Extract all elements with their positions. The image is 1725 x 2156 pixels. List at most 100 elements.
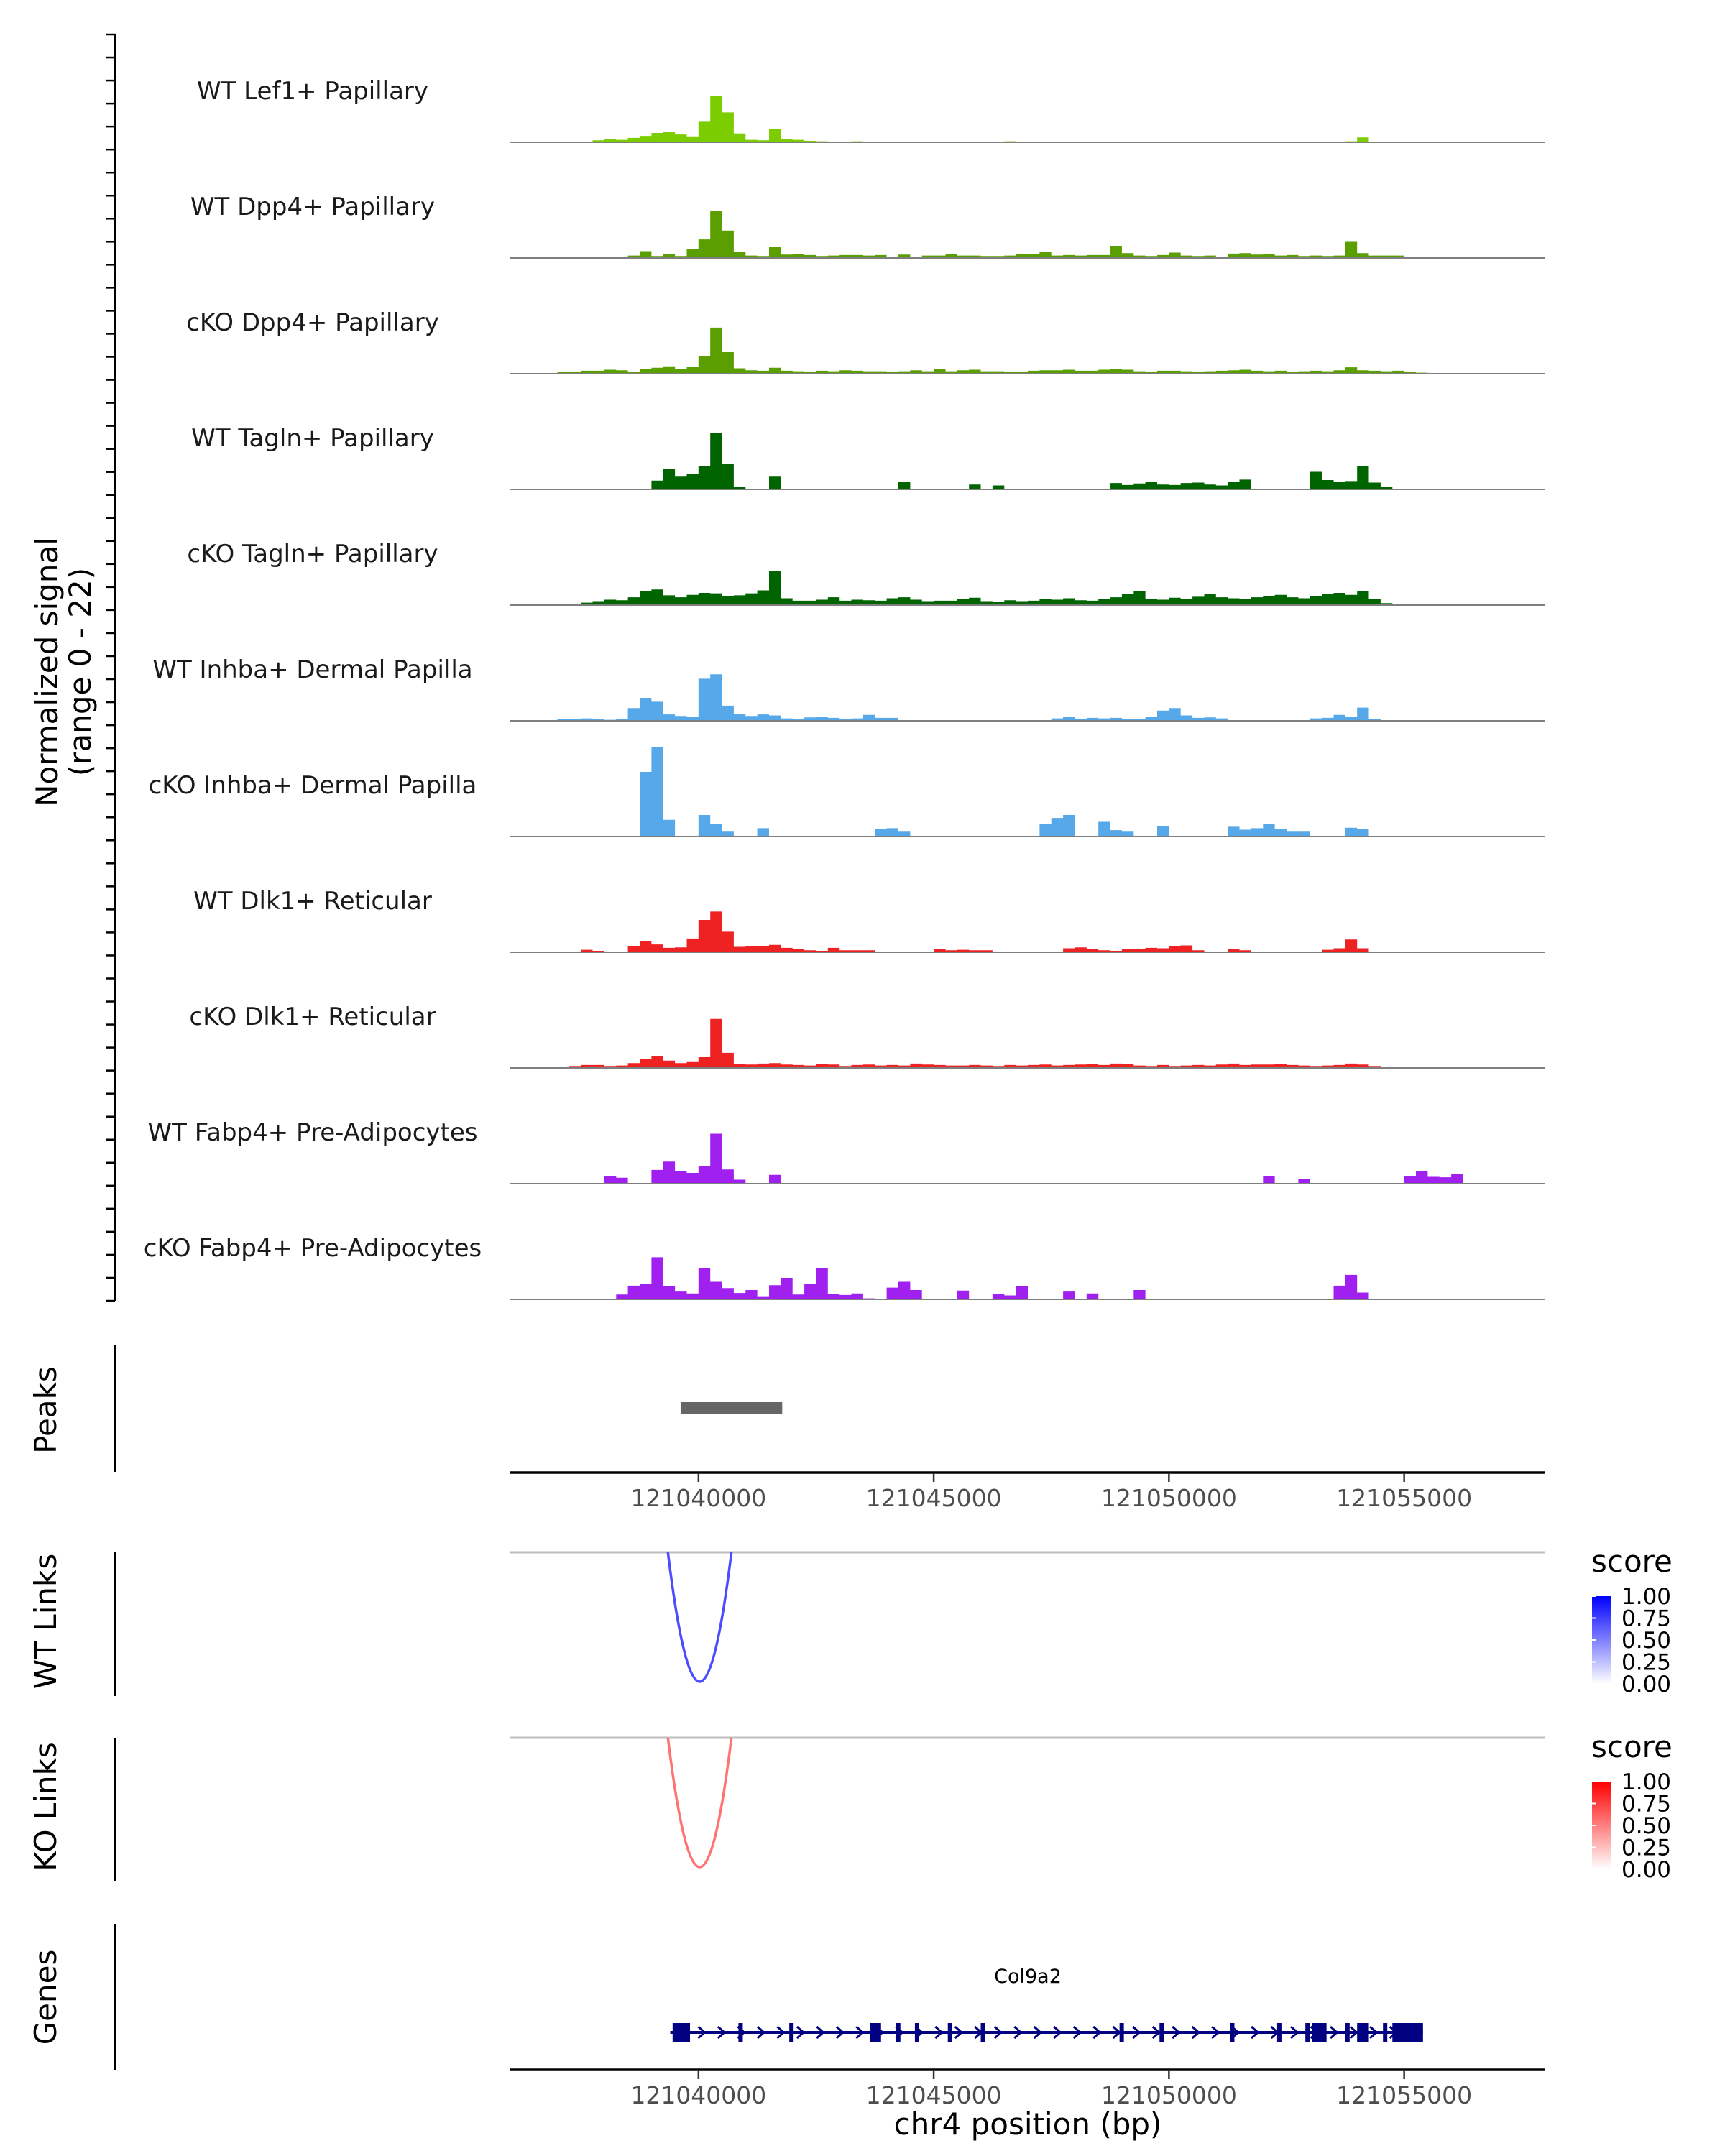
links-legend-tick-label: 0.75 xyxy=(1622,1606,1671,1632)
gene-exon xyxy=(1119,2023,1124,2042)
coverage-track: WT Dlk1+ Reticular xyxy=(193,887,1558,953)
links-legend-tick-label: 1.00 xyxy=(1622,1584,1671,1610)
coverage-area xyxy=(510,911,1558,952)
gene-strand-arrow xyxy=(776,2025,786,2040)
gene-exon xyxy=(870,2023,881,2042)
coverage-track: WT Lef1+ Papillary xyxy=(197,77,1569,143)
links-panel: WT Links score 1.000.750.500.250.00 xyxy=(28,1544,1673,1697)
coverage-track-label: cKO Dpp4+ Papillary xyxy=(186,308,439,337)
links-label: WT Links xyxy=(28,1554,63,1689)
coverage-panel: Normalized signal(range 0 - 22) WT Lef1+ … xyxy=(29,33,1569,1302)
gene-exon xyxy=(947,2023,952,2042)
coverage-track-label: WT Dpp4+ Papillary xyxy=(190,193,435,221)
gene-strand-arrow xyxy=(1151,2025,1161,2040)
coverage-area xyxy=(510,674,1558,721)
coverage-area xyxy=(510,327,1558,374)
coverage-track: cKO Fabp4+ Pre-Adipocytes xyxy=(144,1234,1558,1300)
peaks-panel: Peaks 121040000 121045000 121050000 12105500… xyxy=(28,1345,1545,1512)
coverage-track: WT Tagln+ Papillary xyxy=(191,424,1558,490)
coverage-track-label: WT Lef1+ Papillary xyxy=(197,77,428,106)
links-legend-tick-label: 0.50 xyxy=(1622,1628,1671,1654)
gene-strand-arrow xyxy=(993,2025,1003,2040)
genes-x-tick-label: 121055000 xyxy=(1336,2081,1472,2109)
links-panel: KO Links score 1.000.750.500.250.00 xyxy=(28,1729,1673,1883)
gene-strand-arrow xyxy=(697,2025,707,2040)
gene-strand-arrow xyxy=(1191,2025,1200,2040)
coverage-track: WT Inhba+ Dermal Papilla xyxy=(152,655,1558,722)
coverage-track: WT Fabp4+ Pre-Adipocytes xyxy=(148,1118,1558,1184)
peaks-x-tick-label: 121050000 xyxy=(1101,1484,1237,1512)
links-legend-title: score xyxy=(1591,1544,1673,1579)
coverage-track-label: cKO Inhba+ Dermal Papilla xyxy=(149,771,477,800)
peak-region-bar xyxy=(680,1402,783,1414)
coverage-track: cKO Tagln+ Papillary xyxy=(187,540,1558,606)
peaks-x-tick-label: 121045000 xyxy=(866,1484,1002,1512)
gene-strand-arrow xyxy=(1251,2025,1260,2040)
coverage-area xyxy=(510,1257,1558,1299)
gene-exon xyxy=(1345,2023,1350,2042)
coverage-area xyxy=(510,1133,1558,1184)
coverage-track: cKO Dlk1+ Reticular xyxy=(189,1003,1558,1069)
gene-strand-arrow xyxy=(934,2025,944,2040)
peaks-x-tick-label: 121055000 xyxy=(1336,1484,1472,1512)
links-legend-tick-label: 0.50 xyxy=(1622,1813,1671,1839)
gene-strand-arrow xyxy=(1172,2025,1181,2040)
gene-strand-arrow xyxy=(1092,2025,1102,2040)
genes-x-tick-label: 121050000 xyxy=(1101,2081,1237,2109)
coverage-track-label: WT Dlk1+ Reticular xyxy=(193,887,432,916)
gene-strand-arrow xyxy=(1013,2025,1023,2040)
gene-strand-arrow xyxy=(756,2025,766,2040)
links-label: KO Links xyxy=(28,1742,63,1871)
gene-exon xyxy=(980,2023,985,2042)
genes-x-tick-label: 121040000 xyxy=(630,2081,766,2109)
gene-strand-arrow xyxy=(816,2025,825,2040)
link-arc xyxy=(666,1737,733,1869)
coverage-track: cKO Dpp4+ Papillary xyxy=(186,308,1558,374)
coverage-area xyxy=(510,96,1569,142)
gene-strand-arrow xyxy=(796,2025,806,2040)
gene-strand-arrow xyxy=(1072,2025,1082,2040)
links-legend-title: score xyxy=(1591,1729,1673,1764)
gene-strand-arrow xyxy=(1053,2025,1062,2040)
coverage-area xyxy=(510,571,1558,605)
links-legend-tick-label: 0.25 xyxy=(1622,1650,1671,1676)
coverage-track-label: WT Inhba+ Dermal Papilla xyxy=(152,655,472,684)
peaks-label: Peaks xyxy=(28,1366,63,1454)
gene-strand-arrow xyxy=(1033,2025,1043,2040)
coverage-y-axis-title: Normalized signal xyxy=(29,537,65,807)
coverage-track: WT Dpp4+ Papillary xyxy=(190,193,1558,259)
gene-exon xyxy=(1383,2023,1388,2042)
gene-strand-arrow xyxy=(855,2025,865,2040)
links-legend-tick-label: 0.25 xyxy=(1622,1835,1671,1861)
gene-exon xyxy=(1392,2023,1423,2042)
link-arc xyxy=(666,1552,733,1683)
links-legend-tick-label: 0.00 xyxy=(1622,1672,1671,1697)
gene-strand-arrow xyxy=(1349,2025,1358,2040)
gene-exon xyxy=(738,2023,743,2042)
coverage-area xyxy=(510,1018,1558,1068)
genes-panel: Genes Col9a2 121040000 121045000 121050000 12… xyxy=(28,1924,1545,2142)
links-legend-tick-label: 0.75 xyxy=(1622,1792,1671,1818)
coverage-track-label: WT Tagln+ Papillary xyxy=(191,424,434,453)
coverage-y-axis-range: (range 0 - 22) xyxy=(63,568,98,776)
gene-exon xyxy=(896,2023,901,2042)
links-legend-tick-label: 0.00 xyxy=(1622,1857,1671,1883)
gene-strand-arrow xyxy=(717,2025,727,2040)
gene-exon xyxy=(1230,2023,1235,2042)
gene-strand-arrow xyxy=(1211,2025,1220,2040)
gene-exon xyxy=(1159,2023,1164,2042)
gene-strand-arrow xyxy=(835,2025,845,2040)
gene-exon xyxy=(1276,2023,1282,2042)
gene-strand-arrow xyxy=(954,2025,964,2040)
gene-exon xyxy=(914,2023,919,2042)
gene-exon xyxy=(672,2023,691,2042)
genes-x-tick-label: 121045000 xyxy=(866,2081,1002,2109)
gene-strand-arrow xyxy=(1330,2025,1339,2040)
gene-strand-arrow xyxy=(1132,2025,1141,2040)
x-axis-title: chr4 position (bp) xyxy=(894,2106,1162,2142)
coverage-y-axis-label: Normalized signal(range 0 - 22) xyxy=(29,537,98,807)
genes-label: Genes xyxy=(28,1950,63,2045)
gene-exon xyxy=(1305,2023,1310,2042)
